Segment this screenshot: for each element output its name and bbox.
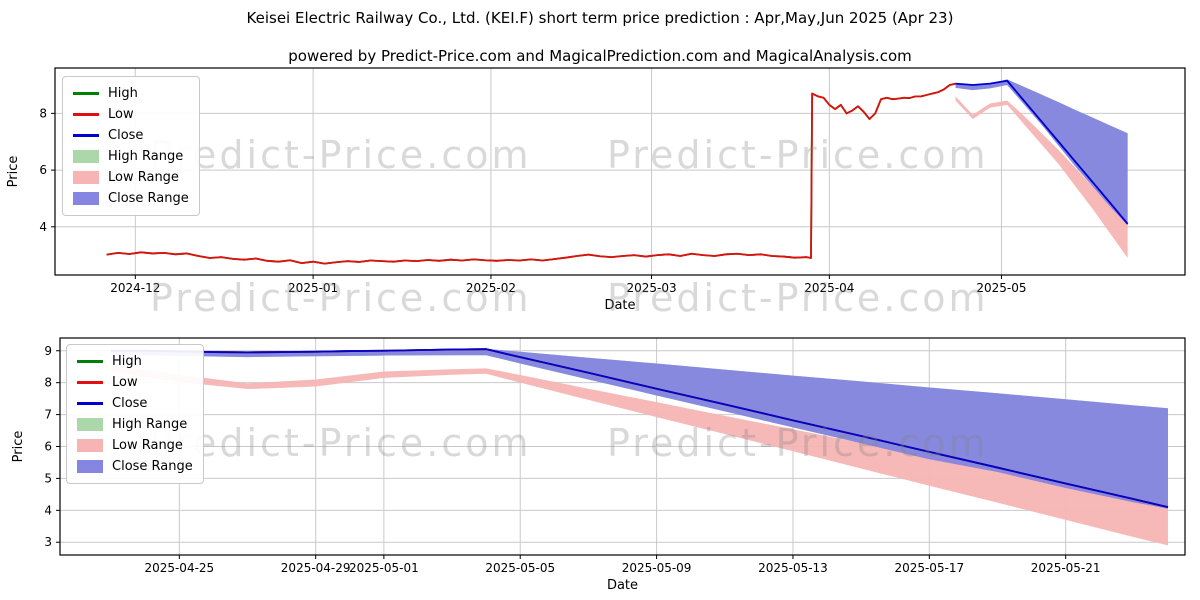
x-tick-label: 2025-05-01 <box>349 561 419 575</box>
legend-label: Low <box>108 107 134 122</box>
x-tick-label: 2024-12 <box>110 281 160 295</box>
legend-label: Close Range <box>108 191 189 206</box>
legend-item-low-range: Low Range <box>73 167 189 188</box>
legend-item-close: Close <box>77 393 193 414</box>
low-swatch <box>73 113 99 116</box>
legend-item-high: High <box>73 83 189 104</box>
legend-item-low: Low <box>77 372 193 393</box>
legend-bottom-chart: High Low Close High Range Low Range Close Ran… <box>66 344 204 484</box>
y-tick-label: 8 <box>39 106 47 120</box>
band-low-range <box>111 365 1168 546</box>
axes: 2024-12 2025-01 2025-02 2025-03 2025-04 2025-… <box>6 67 1186 313</box>
x-tick-label: 2025-05-13 <box>758 561 828 575</box>
y-tick-label: 9 <box>44 344 52 358</box>
legend-label: High Range <box>108 149 184 164</box>
legend-item-close: Close <box>73 125 189 146</box>
legend-label: High Range <box>112 417 188 432</box>
legend-top-chart: High Low Close High Range Low Range Close Ran… <box>62 76 200 216</box>
series-high <box>106 82 956 265</box>
band-close-range <box>955 79 1128 226</box>
x-tick-label: 2025-05-09 <box>622 561 692 575</box>
legend-item-close-range: Close Range <box>73 188 189 209</box>
x-tick-label: 2025-05 <box>976 281 1026 295</box>
y-tick-label: 4 <box>39 220 47 234</box>
legend-item-low: Low <box>73 104 189 125</box>
y-tick-label: 6 <box>39 163 47 177</box>
x-tick-label: 2025-03 <box>626 281 676 295</box>
low-range-swatch <box>73 171 99 184</box>
y-tick-label: 6 <box>44 440 52 454</box>
high-range-swatch <box>73 150 99 163</box>
y-tick-label: 3 <box>44 535 52 549</box>
low-swatch <box>77 381 103 384</box>
legend-item-close-range: Close Range <box>77 456 193 477</box>
x-tick-label: 2025-04-29 <box>281 561 351 575</box>
x-tick-label: 2025-02 <box>466 281 516 295</box>
y-tick-label: 8 <box>44 376 52 390</box>
low-range-swatch <box>77 439 103 452</box>
x-tick-label: 2025-04-25 <box>144 561 214 575</box>
legend-item-low-range: Low Range <box>77 435 193 456</box>
high-swatch <box>77 360 103 363</box>
x-axis-label: Date <box>604 298 635 313</box>
x-tick-label: 2025-05-17 <box>894 561 964 575</box>
chart-history-with-prediction: 2024-12 2025-01 2025-02 2025-03 2025-04 2025-… <box>6 67 1186 313</box>
close-range-swatch <box>77 460 103 473</box>
legend-label: Close Range <box>112 459 193 474</box>
legend-label: Close <box>112 396 148 411</box>
chart-title: Keisei Electric Railway Co., Ltd. (KEI.F… <box>246 9 954 27</box>
x-tick-label: 2025-01 <box>288 281 338 295</box>
legend-item-high-range: High Range <box>77 414 193 435</box>
high-swatch <box>73 92 99 95</box>
x-tick-label: 2025-05-05 <box>485 561 555 575</box>
series-close <box>111 348 1169 509</box>
legend-label: Low <box>112 375 138 390</box>
legend-label: High <box>112 354 142 369</box>
close-swatch <box>73 134 99 137</box>
series-low <box>106 82 956 265</box>
close-swatch <box>77 402 103 405</box>
close-range-swatch <box>73 192 99 205</box>
legend-label: Low Range <box>112 438 183 453</box>
x-tick-label: 2025-05-21 <box>1031 561 1101 575</box>
y-tick-label: 7 <box>44 408 52 422</box>
legend-label: Close <box>108 128 144 143</box>
y-axis-label: Price <box>6 156 21 188</box>
x-axis-label: Date <box>607 578 638 593</box>
legend-label: High <box>108 86 138 101</box>
y-axis-label: Price <box>11 431 26 463</box>
legend-label: Low Range <box>108 170 179 185</box>
y-tick-label: 4 <box>44 503 52 517</box>
legend-item-high-range: High Range <box>73 146 189 167</box>
series-close <box>955 79 1129 225</box>
chart-subtitle: powered by Predict-Price.com and Magical… <box>288 47 912 65</box>
legend-item-high: High <box>77 351 193 372</box>
x-tick-label: 2025-04 <box>804 281 854 295</box>
band-close-range <box>111 348 1168 509</box>
high-range-swatch <box>77 418 103 431</box>
y-tick-label: 5 <box>44 471 52 485</box>
